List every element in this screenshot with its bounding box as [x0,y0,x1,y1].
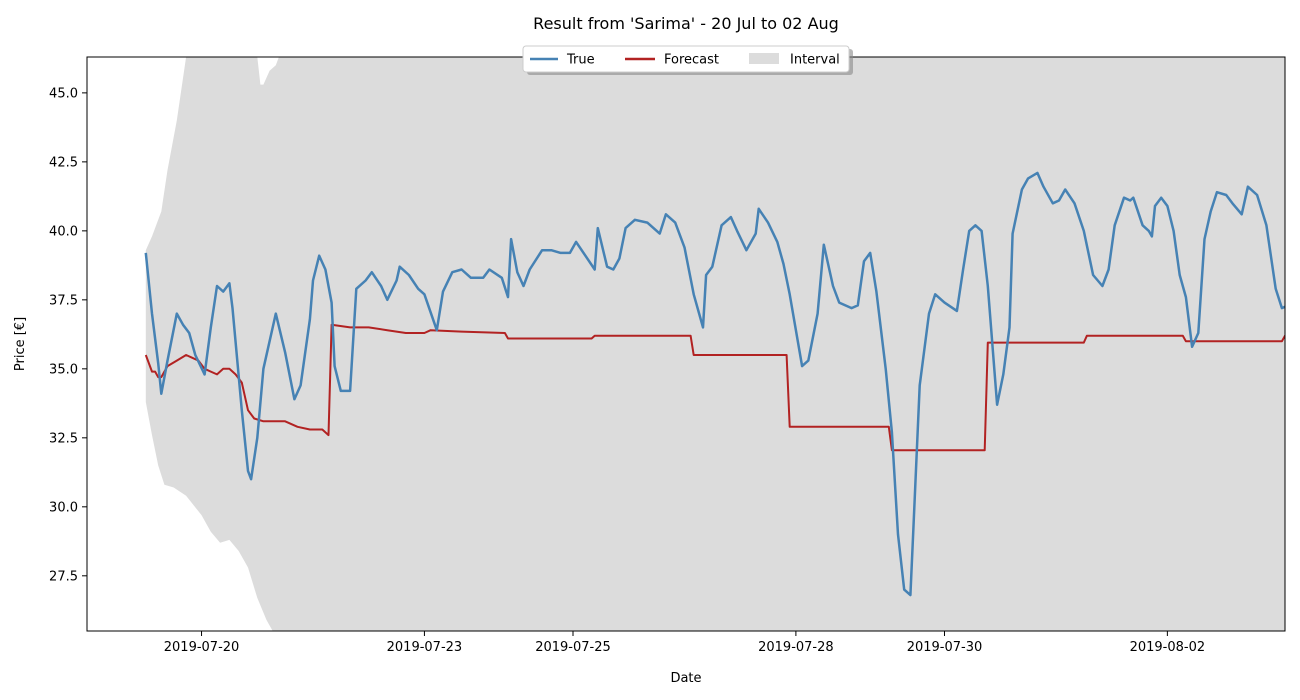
y-tick-label: 30.0 [49,500,78,515]
y-tick-label: 35.0 [49,362,78,377]
legend-interval-label: Interval [790,53,840,68]
plot-area [86,56,1286,632]
legend: True Forecast Interval [522,45,853,75]
y-tick-label: 40.0 [49,224,78,239]
true-series-line [144,171,1285,597]
x-axis: 2019-07-20 2019-07-23 2019-07-25 2019-07-28… [164,631,1205,655]
y-tick-label: 37.5 [49,293,78,308]
y-tick-label: 27.5 [49,569,78,584]
chart-title: Result from 'Sarima' - 20 Jul to 02 Aug [533,14,839,33]
interval-band [145,57,1285,631]
x-tick-label: 2019-07-30 [907,640,983,655]
x-tick-label: 2019-07-23 [387,640,463,655]
y-axis-label: Price [€] [13,317,28,371]
x-tick-label: 2019-07-20 [164,640,240,655]
y-tick-label: 32.5 [49,431,78,446]
legend-box [522,45,850,73]
y-tick-label: 45.0 [49,86,78,101]
x-tick-label: 2019-08-02 [1130,640,1206,655]
legend-forecast-label: Forecast [664,53,719,68]
y-axis: 27.5 30.0 32.5 35.0 37.5 40.0 42.5 45.0 [49,86,87,584]
x-tick-label: 2019-07-25 [535,640,611,655]
x-axis-label: Date [670,671,701,686]
legend-interval-swatch [749,53,779,64]
x-tick-label: 2019-07-28 [758,640,834,655]
y-tick-label: 42.5 [49,155,78,170]
legend-true-label: True [566,53,595,68]
